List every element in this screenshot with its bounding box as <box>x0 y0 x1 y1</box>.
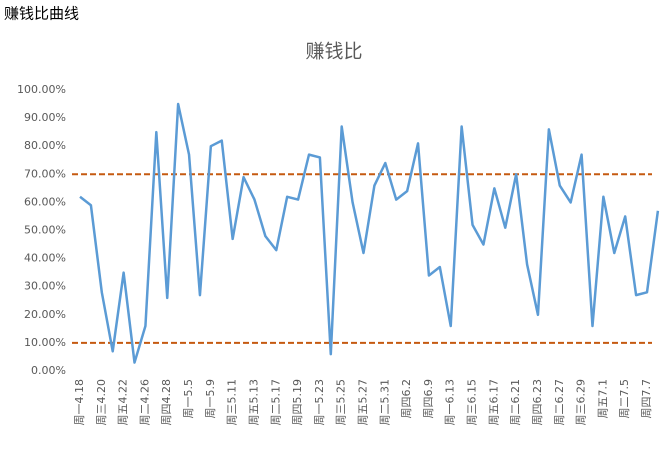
y-tick-label: 10.00% <box>24 336 66 349</box>
line-series <box>79 102 660 364</box>
page-title: 赚钱比曲线 <box>4 5 79 23</box>
y-tick-label: 20.00% <box>24 308 66 321</box>
x-tick-label: 周一4.18 <box>73 379 86 426</box>
y-tick-label: 50.00% <box>24 224 66 237</box>
x-tick-label: 周一5.23 <box>313 379 326 426</box>
x-tick-label: 周二5.17 <box>269 379 282 426</box>
x-tick-label: 周二5.31 <box>378 379 391 426</box>
x-tick-label: 周一5.5 <box>182 379 195 419</box>
x-tick-label: 周五4.22 <box>117 379 130 426</box>
y-tick-label: 40.00% <box>24 252 66 265</box>
x-tick-label: 周五6.17 <box>487 379 500 426</box>
y-tick-label: 80.00% <box>24 139 66 152</box>
x-tick-label: 周二4.26 <box>138 379 151 426</box>
y-tick-label: 90.00% <box>24 111 66 124</box>
y-tick-label: 60.00% <box>24 195 66 208</box>
x-tick-label: 周三4.20 <box>95 379 108 426</box>
x-tick-label: 周三6.29 <box>575 379 588 426</box>
x-tick-label: 周一5.9 <box>204 379 217 419</box>
y-tick-label: 100.00% <box>17 83 66 96</box>
x-tick-label: 周五5.27 <box>357 379 370 426</box>
x-tick-label: 周五5.13 <box>247 379 260 426</box>
y-tick-label: 70.00% <box>24 167 66 180</box>
y-tick-label: 30.00% <box>24 280 66 293</box>
x-tick-label: 周二7.5 <box>618 379 631 419</box>
x-tick-label: 周二6.21 <box>509 379 522 426</box>
y-tick-label: 0.00% <box>31 364 66 377</box>
x-tick-label: 周四6.2 <box>400 379 413 419</box>
x-tick-label: 周三6.15 <box>466 379 479 426</box>
x-tick-label: 周三5.11 <box>226 379 239 426</box>
x-tick-label: 周四6.9 <box>422 379 435 419</box>
x-tick-label: 周一6.13 <box>444 379 457 426</box>
x-tick-label: 周四6.23 <box>531 379 544 426</box>
chart-title: 赚钱比 <box>305 41 362 63</box>
x-tick-label: 周四5.19 <box>291 379 304 426</box>
x-tick-label: 周二6.27 <box>553 379 566 426</box>
x-tick-label: 周三5.25 <box>335 379 348 426</box>
x-tick-label: 周四4.28 <box>160 379 173 426</box>
x-tick-label: 周五7.1 <box>596 379 609 419</box>
x-tick-label: 周四7.7 <box>640 379 653 419</box>
